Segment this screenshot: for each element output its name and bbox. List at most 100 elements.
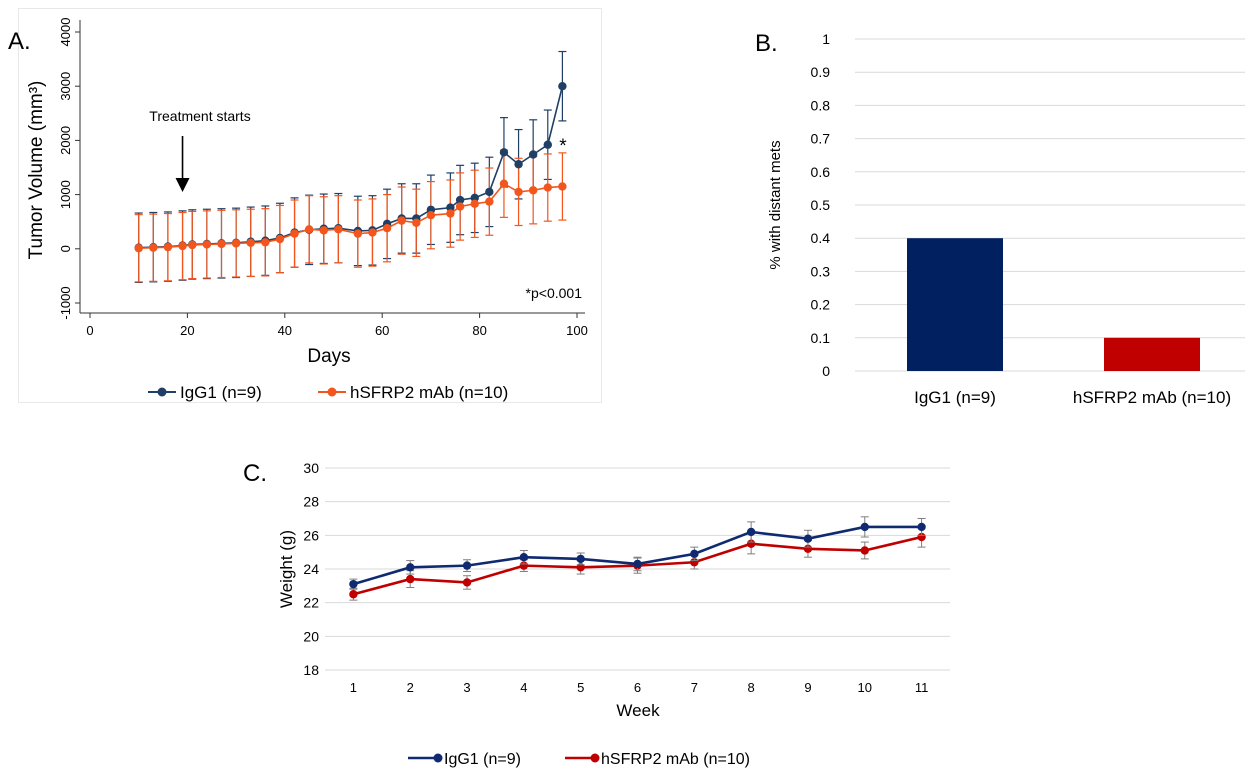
data-point bbox=[485, 197, 494, 206]
data-point bbox=[803, 534, 813, 543]
data-point bbox=[261, 238, 270, 247]
y-tick-label: 20 bbox=[303, 628, 319, 644]
panel-label-a: A. bbox=[8, 28, 31, 55]
data-point bbox=[485, 187, 494, 197]
y-tick-label: 0.6 bbox=[811, 164, 831, 180]
data-point bbox=[412, 218, 421, 227]
y-tick-label: 0.4 bbox=[811, 230, 831, 246]
x-tick-label: 1 bbox=[350, 680, 357, 695]
panel-a-frame bbox=[18, 8, 602, 403]
x-tick-label: 4 bbox=[520, 680, 527, 695]
bar bbox=[907, 238, 1003, 371]
significance-star: * bbox=[559, 136, 567, 157]
data-point bbox=[455, 202, 465, 211]
legend-label: IgG1 (n=9) bbox=[180, 383, 262, 402]
weight-line-chart: 18 20 22 24 26 28 30 1 2 3 4 5 6 7 8 9 10 11 Week Weight (g… bbox=[277, 460, 950, 768]
y-tick-label: 18 bbox=[303, 662, 319, 678]
y-tick-label: 1 bbox=[822, 31, 830, 47]
y-tick-label: 3000 bbox=[58, 72, 73, 101]
y-tick-label: 0.1 bbox=[811, 330, 831, 346]
data-point bbox=[246, 238, 255, 248]
data-point bbox=[304, 225, 314, 234]
tumor-volume-chart: -1000 0 1000 2000 3000 4000 0 20 40 60 80 100 Days Tu… bbox=[26, 18, 588, 402]
y-tick-label: 0.8 bbox=[811, 97, 831, 113]
data-point bbox=[576, 554, 585, 564]
data-point bbox=[462, 561, 472, 570]
data-point bbox=[134, 244, 143, 253]
x-tick-label: 2 bbox=[407, 680, 414, 695]
data-point bbox=[690, 549, 699, 559]
data-point bbox=[446, 209, 455, 218]
data-point bbox=[290, 229, 299, 238]
data-point bbox=[633, 559, 642, 569]
y-tick-label: 0.5 bbox=[811, 197, 831, 213]
data-point bbox=[470, 199, 479, 209]
y-tick-label: 24 bbox=[303, 561, 319, 577]
data-point bbox=[349, 590, 358, 599]
data-point bbox=[462, 578, 472, 587]
data-point bbox=[349, 579, 358, 589]
panel-label-c: C. bbox=[243, 460, 267, 487]
x-tick-label: 8 bbox=[748, 680, 755, 695]
data-point bbox=[543, 183, 552, 192]
data-point bbox=[188, 240, 197, 250]
legend-swatch-marker bbox=[327, 387, 337, 397]
series-line bbox=[138, 182, 563, 250]
data-point bbox=[149, 243, 158, 252]
y-tick-label: 22 bbox=[303, 595, 319, 611]
legend-swatch-marker bbox=[433, 753, 443, 763]
data-point bbox=[746, 527, 756, 537]
x-tick-label: 5 bbox=[577, 680, 584, 695]
y-tick-label: 0.2 bbox=[811, 297, 831, 313]
data-point bbox=[470, 193, 479, 203]
data-point bbox=[499, 179, 509, 188]
data-point bbox=[446, 203, 455, 212]
x-tick-label: 3 bbox=[463, 680, 470, 695]
data-point bbox=[514, 187, 523, 197]
data-point bbox=[334, 225, 343, 234]
x-tick-label: 11 bbox=[915, 680, 929, 695]
x-tick-label: 10 bbox=[858, 680, 872, 695]
data-point bbox=[202, 240, 212, 249]
data-point bbox=[353, 229, 363, 238]
y-tick-label: 0.3 bbox=[811, 263, 831, 279]
x-tick-label: 6 bbox=[634, 680, 641, 695]
x-category-label: IgG1 (n=9) bbox=[914, 388, 996, 407]
data-point bbox=[319, 226, 328, 235]
x-tick-label: 60 bbox=[375, 323, 389, 338]
y-tick-label: 30 bbox=[303, 460, 319, 476]
data-point bbox=[860, 546, 869, 555]
y-tick-label: 1000 bbox=[58, 180, 73, 209]
x-tick-label: 7 bbox=[691, 680, 698, 695]
data-point bbox=[275, 234, 285, 244]
treatment-label: Treatment starts bbox=[149, 108, 250, 124]
y-tick-label: 0 bbox=[822, 363, 830, 379]
y-tick-label: 4000 bbox=[58, 18, 73, 47]
legend-swatch-marker bbox=[590, 753, 600, 763]
x-category-label: hSFRP2 mAb (n=10) bbox=[1073, 388, 1231, 407]
data-point bbox=[543, 140, 552, 149]
y-tick-label: 28 bbox=[303, 494, 319, 510]
x-tick-label: 80 bbox=[472, 323, 486, 338]
data-point bbox=[519, 553, 529, 562]
data-point bbox=[528, 150, 538, 159]
y-axis-title: % with distant mets bbox=[767, 140, 784, 269]
data-point bbox=[426, 210, 436, 220]
y-tick-label: 2000 bbox=[58, 126, 73, 155]
x-tick-label: 40 bbox=[278, 323, 292, 338]
data-point bbox=[178, 241, 187, 251]
data-point bbox=[406, 574, 415, 584]
pvalue-label: *p<0.001 bbox=[526, 285, 583, 301]
distant-mets-bar-chart: 0 0.1 0.2 0.3 0.4 0.5 0.6 0.7 0.8 0.9 1 % with dist… bbox=[767, 31, 1245, 407]
y-axis-title: Tumor Volume (mm³) bbox=[26, 81, 47, 260]
x-tick-label: 100 bbox=[566, 323, 588, 338]
data-point bbox=[528, 186, 538, 195]
data-point bbox=[558, 82, 567, 91]
x-tick-label: 0 bbox=[86, 323, 93, 338]
data-point bbox=[231, 239, 241, 248]
x-axis-title: Week bbox=[616, 701, 660, 720]
data-point bbox=[217, 239, 226, 249]
data-point bbox=[514, 160, 523, 169]
x-axis-title: Days bbox=[307, 346, 350, 367]
data-point bbox=[163, 242, 173, 252]
